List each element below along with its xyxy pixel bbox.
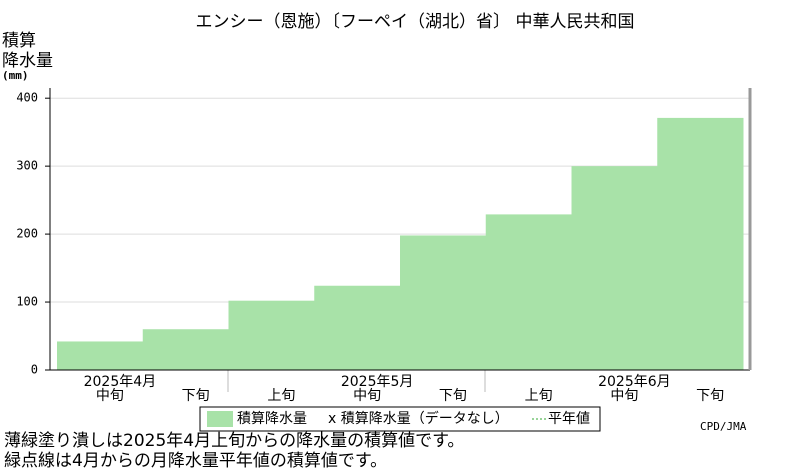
legend-label: 平年値 xyxy=(548,411,590,427)
bar xyxy=(571,166,658,370)
bar xyxy=(314,285,401,370)
bar xyxy=(142,329,229,370)
bar xyxy=(657,117,744,370)
x-tick-label: 下旬 xyxy=(696,388,724,404)
note: 薄緑塗り潰しは2025年4月上旬からの降水量の積算値です。 xyxy=(4,430,464,451)
x-tick-label: 中旬 xyxy=(353,388,381,404)
x-tick-label: 中旬 xyxy=(610,388,638,404)
y-tick-label: 100 xyxy=(16,295,38,309)
bar xyxy=(228,300,315,370)
bar xyxy=(400,235,487,370)
x-tick-label: 下旬 xyxy=(182,388,210,404)
legend-label: x 積算降水量（データなし） xyxy=(328,410,509,427)
y-tick-label: 400 xyxy=(16,91,38,105)
bar xyxy=(57,341,144,370)
y-axis-label: (mm) xyxy=(2,69,29,82)
legend-swatch xyxy=(207,411,233,427)
bar xyxy=(485,214,572,370)
y-axis-label: 降水量 xyxy=(2,51,53,71)
x-tick-label: 中旬 xyxy=(96,388,124,404)
y-axis-label: 積算 xyxy=(2,31,36,51)
credit: CPD/JMA xyxy=(700,420,747,433)
y-tick-label: 200 xyxy=(16,227,38,241)
month-label: 2025年5月 xyxy=(341,374,414,390)
x-tick-label: 上旬 xyxy=(525,388,553,404)
note: 緑点線は4月からの月降水量平年値の積算値です。 xyxy=(4,451,387,470)
y-tick-label: 300 xyxy=(16,159,38,173)
chart-title: エンシー（恩施）〔フーペイ（湖北）省〕 中華人民共和国 xyxy=(196,12,635,32)
x-tick-label: 下旬 xyxy=(439,388,467,404)
legend-label: 積算降水量 xyxy=(237,411,307,427)
x-tick-label: 上旬 xyxy=(267,388,295,404)
month-label: 2025年6月 xyxy=(598,374,671,390)
month-label: 2025年4月 xyxy=(84,374,157,390)
y-tick-label: 0 xyxy=(31,363,38,377)
